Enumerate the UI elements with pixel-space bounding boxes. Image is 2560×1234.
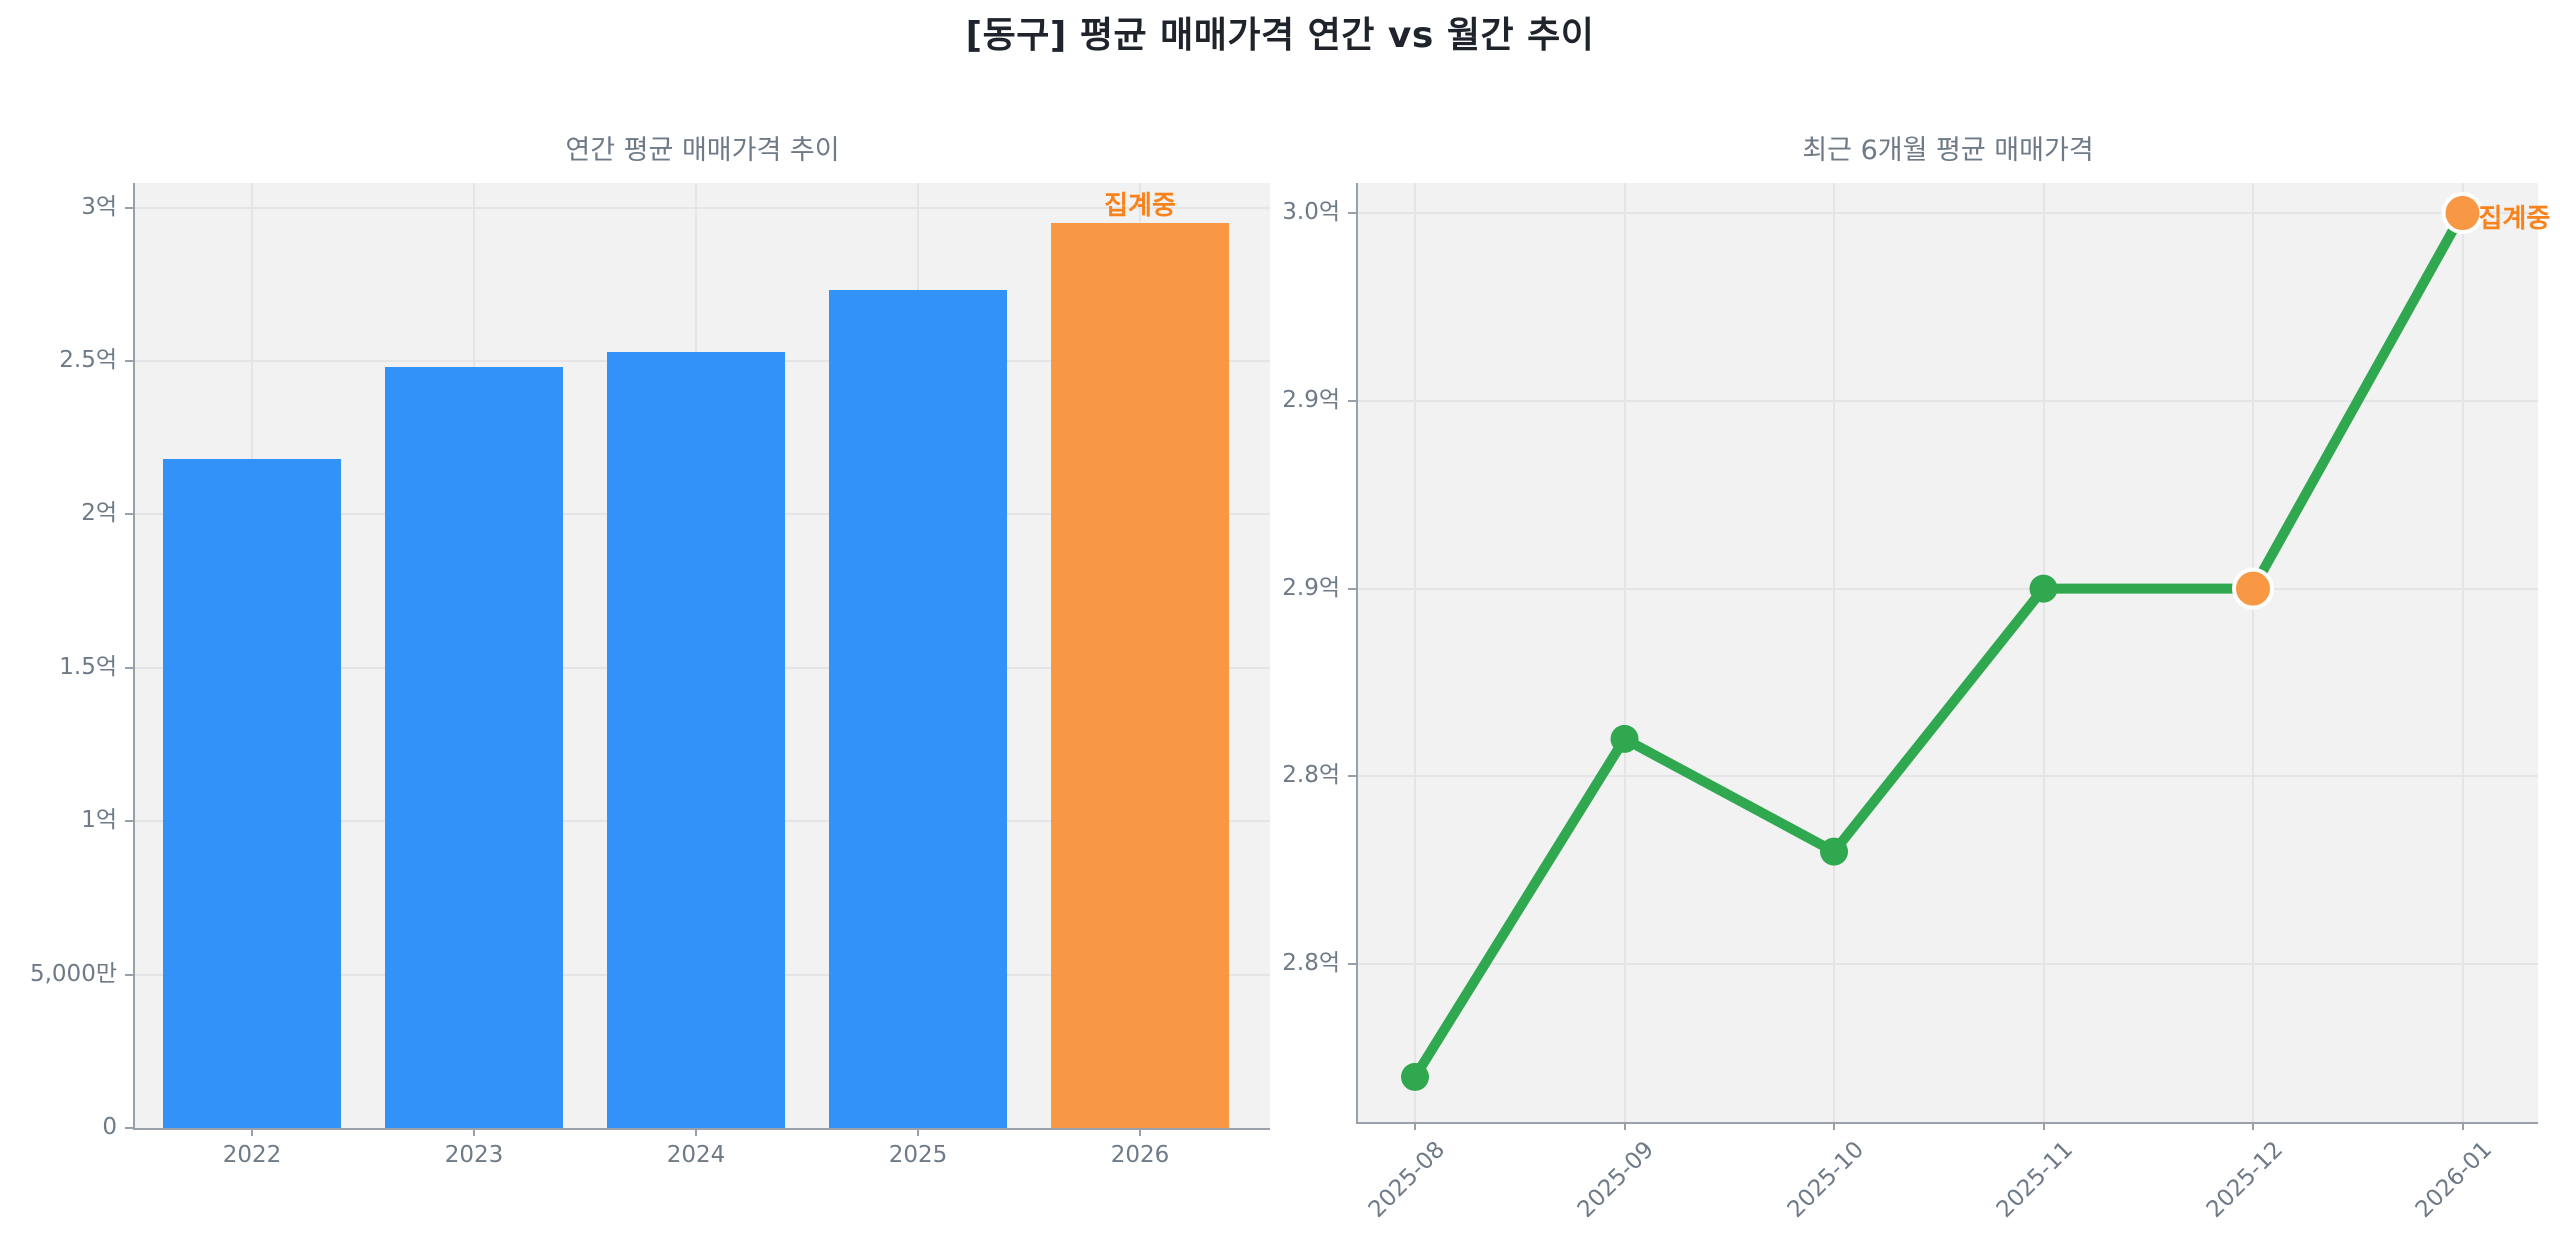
line-left-spine [1356,183,1358,1124]
bar-ytick-mark [125,973,135,976]
line-hgrid [1358,775,2538,778]
aggregating-label-line: 집계중 [2478,204,2551,235]
bar-2025 [829,290,1007,1128]
line-ytick-label: 2.9억 [1282,386,1340,413]
data-point-2025-12 [2232,567,2274,610]
line-xtick-mark [1414,1122,1416,1130]
line-vgrid [2252,183,2254,1122]
data-point-2025-10 [1820,837,1848,866]
bar-2023 [385,367,563,1128]
bar-bottom-spine [133,1128,1270,1130]
bar-2026 [1051,222,1229,1128]
data-point-2025-09 [1610,724,1639,753]
bar-ytick-mark [125,359,135,362]
bar-2024 [607,351,785,1128]
bar-ytick-label: 2.5억 [59,346,117,373]
bar-ytick-mark [125,666,135,669]
line-ytick-mark [1348,587,1358,590]
line-vgrid [1414,183,1416,1122]
bar-xtick-label: 2026 [1110,1142,1170,1168]
line-vgrid [1623,183,1626,1122]
line-xtick-mark [2042,1122,2045,1130]
bar-xtick-label: 2024 [666,1142,726,1168]
bar-xtick-mark [251,1128,253,1136]
bar-xtick-mark [917,1128,919,1136]
line-xtick-mark [2461,1122,2464,1130]
bar-ytick-label: 3억 [81,193,117,220]
line-xtick-mark [1833,1122,1835,1130]
data-point-2026-01 [2441,192,2484,235]
bar-ytick-mark [125,513,135,516]
bar-ytick-mark [125,206,135,209]
bar-ytick-mark [125,1127,135,1129]
bar-ytick-label: 2억 [81,500,117,527]
line-ytick-mark [1348,212,1358,215]
data-point-2025-08 [1401,1062,1429,1091]
bar-ytick-label: 0 [102,1114,117,1140]
line-ytick-label: 2.8억 [1282,950,1340,977]
line-ytick-mark [1348,963,1358,966]
bar-2022 [163,459,341,1128]
line-chart-title: 최근 6개월 평균 매매가격 [1802,135,2094,166]
bar-chart-title: 연간 평균 매매가격 추이 [565,135,840,166]
bar-hgrid [135,206,1270,209]
bar-xtick-label: 2023 [444,1142,504,1168]
line-ytick-label: 2.9억 [1282,574,1340,601]
bar-xtick-mark [473,1128,475,1136]
bar-xtick-mark [1139,1128,1141,1136]
line-ytick-label: 3.0억 [1282,199,1340,226]
line-ytick-mark [1348,399,1358,402]
line-plot-area [1358,183,2538,1122]
bar-xtick-label: 2025 [888,1142,948,1168]
aggregating-label-bar: 집계중 [1104,190,1176,221]
line-hgrid [1358,587,2538,590]
bar-xtick-label: 2022 [222,1142,282,1168]
line-hgrid [1358,963,2538,966]
figure-title: [동구] 평균 매매가격 연간 vs 월간 추이 [965,15,1595,56]
line-path [1410,208,2468,1082]
line-hgrid [1358,399,2538,402]
line-xtick-mark [1623,1122,1626,1130]
line-vgrid [2461,183,2464,1122]
line-bottom-spine [1356,1122,2538,1124]
line-ytick-label: 2.8억 [1282,762,1340,789]
bar-xtick-mark [695,1128,697,1136]
line-vgrid [1833,183,1835,1122]
line-hgrid [1358,212,2538,215]
bar-ytick-label: 1.5억 [59,653,117,680]
line-xtick-mark [2252,1122,2254,1130]
bar-left-spine [133,183,135,1130]
bar-ytick-mark [125,820,135,823]
line-ytick-mark [1348,775,1358,778]
bar-ytick-label: 1억 [81,807,117,834]
line-vgrid [2042,183,2045,1122]
bar-ytick-label: 5,000만 [29,960,117,987]
data-point-2025-11 [2029,574,2058,603]
